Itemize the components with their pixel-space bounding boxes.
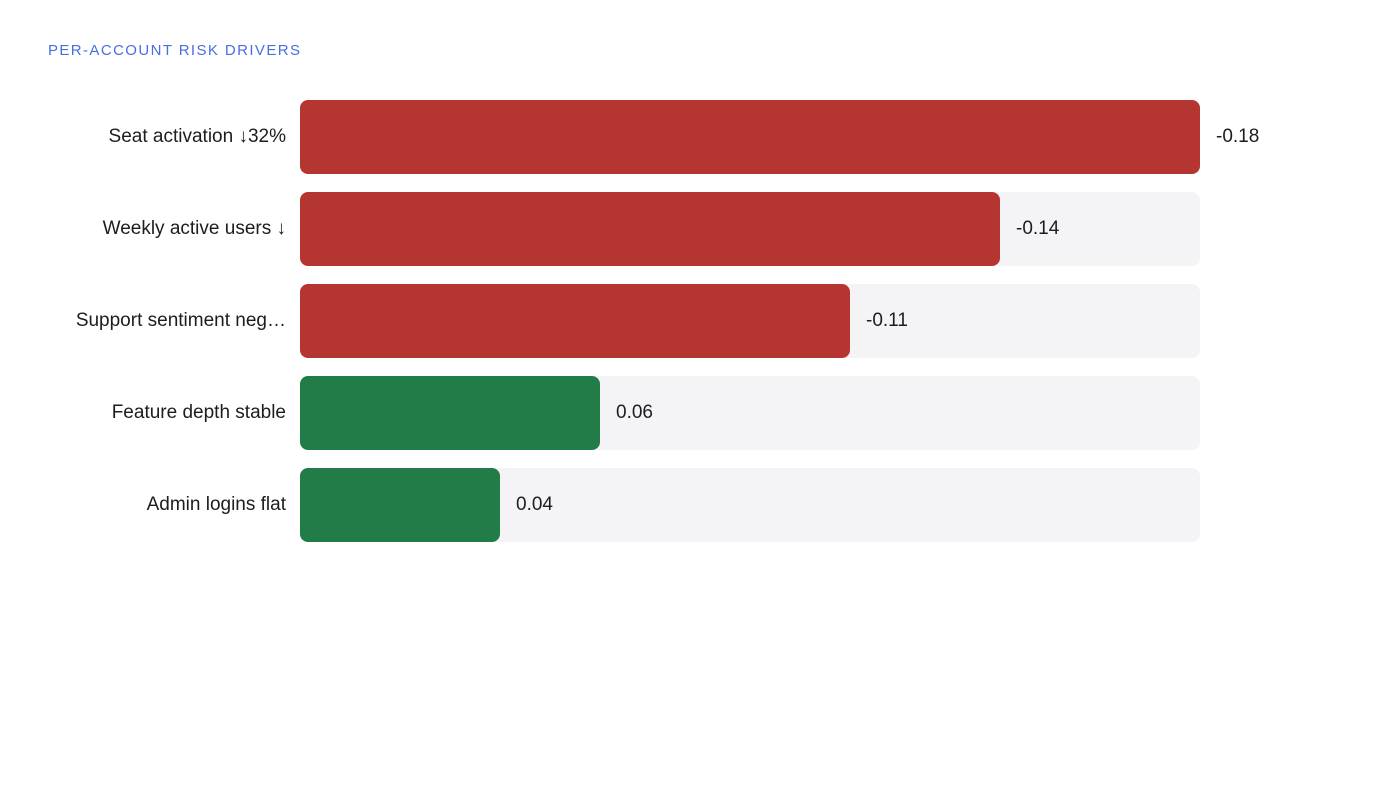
category-label: Admin logins flat xyxy=(146,494,286,515)
bar-row: Admin logins flat 0.04 xyxy=(0,468,1400,542)
positive-bar xyxy=(300,468,500,542)
bar-row: Weekly active users ↓ -0.14 xyxy=(0,192,1400,266)
bar-row: Support sentiment neg… -0.11 xyxy=(0,284,1400,358)
bar-row: Feature depth stable 0.06 xyxy=(0,376,1400,450)
bar-value-label: -0.18 xyxy=(1216,126,1260,147)
chart-title: PER-ACCOUNT RISK DRIVERS xyxy=(48,42,302,59)
negative-bar xyxy=(300,192,1000,266)
bar-value-label: -0.11 xyxy=(866,310,908,331)
negative-bar xyxy=(300,100,1200,174)
bar-row: Seat activation ↓32% -0.18 xyxy=(0,100,1400,174)
category-label: Feature depth stable xyxy=(111,402,286,423)
category-label: Seat activation ↓32% xyxy=(108,126,286,147)
bar-value-label: 0.06 xyxy=(616,402,653,423)
bar-value-label: 0.04 xyxy=(516,494,553,515)
positive-bar xyxy=(300,376,600,450)
bar-value-label: -0.14 xyxy=(1016,218,1060,239)
category-label: Weekly active users ↓ xyxy=(102,218,286,239)
negative-bar xyxy=(300,284,850,358)
category-label: Support sentiment neg… xyxy=(75,310,286,331)
